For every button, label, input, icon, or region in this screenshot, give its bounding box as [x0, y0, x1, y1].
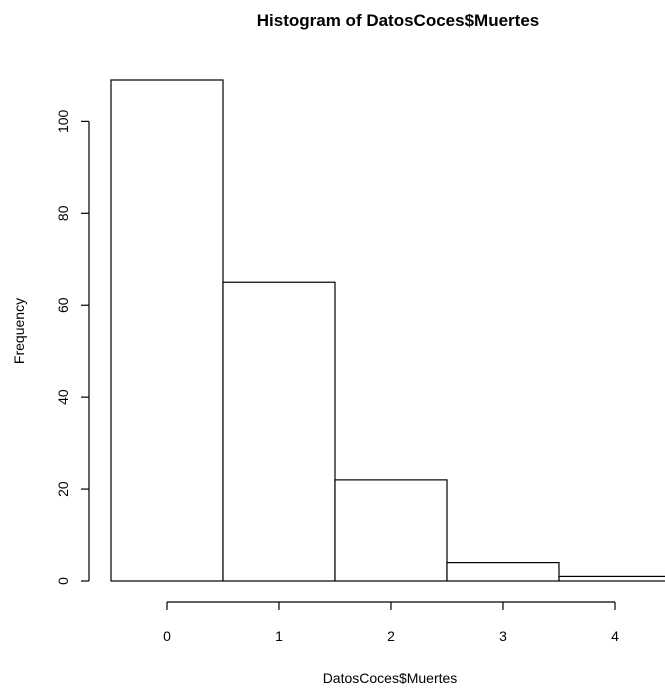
x-tick-label: 1	[275, 628, 283, 644]
x-tick-label: 4	[611, 628, 619, 644]
histogram-bar	[222, 281, 336, 582]
y-tick-label: 40	[55, 389, 71, 405]
y-tick-label: 0	[55, 577, 71, 585]
y-axis-label: Frequency	[11, 298, 27, 364]
chart-title: Histogram of DatosCoces$Muertes	[257, 11, 539, 30]
histogram-bar	[558, 575, 665, 582]
x-tick-label: 2	[387, 628, 395, 644]
histogram-bar	[110, 79, 224, 582]
histogram-bar	[334, 479, 448, 582]
bars-group	[110, 79, 665, 582]
y-axis: 0 20 40 60 80 100	[55, 109, 90, 585]
x-tick-label: 3	[499, 628, 507, 644]
y-tick-label: 20	[55, 481, 71, 497]
x-axis: 0 1 2 3 4	[163, 601, 619, 644]
y-tick-label: 60	[55, 297, 71, 313]
y-tick-label: 80	[55, 205, 71, 221]
x-axis-label: DatosCoces$Muertes	[323, 670, 458, 686]
y-tick-label: 100	[55, 109, 71, 133]
x-tick-label: 0	[163, 628, 171, 644]
histogram-bar	[446, 562, 560, 582]
